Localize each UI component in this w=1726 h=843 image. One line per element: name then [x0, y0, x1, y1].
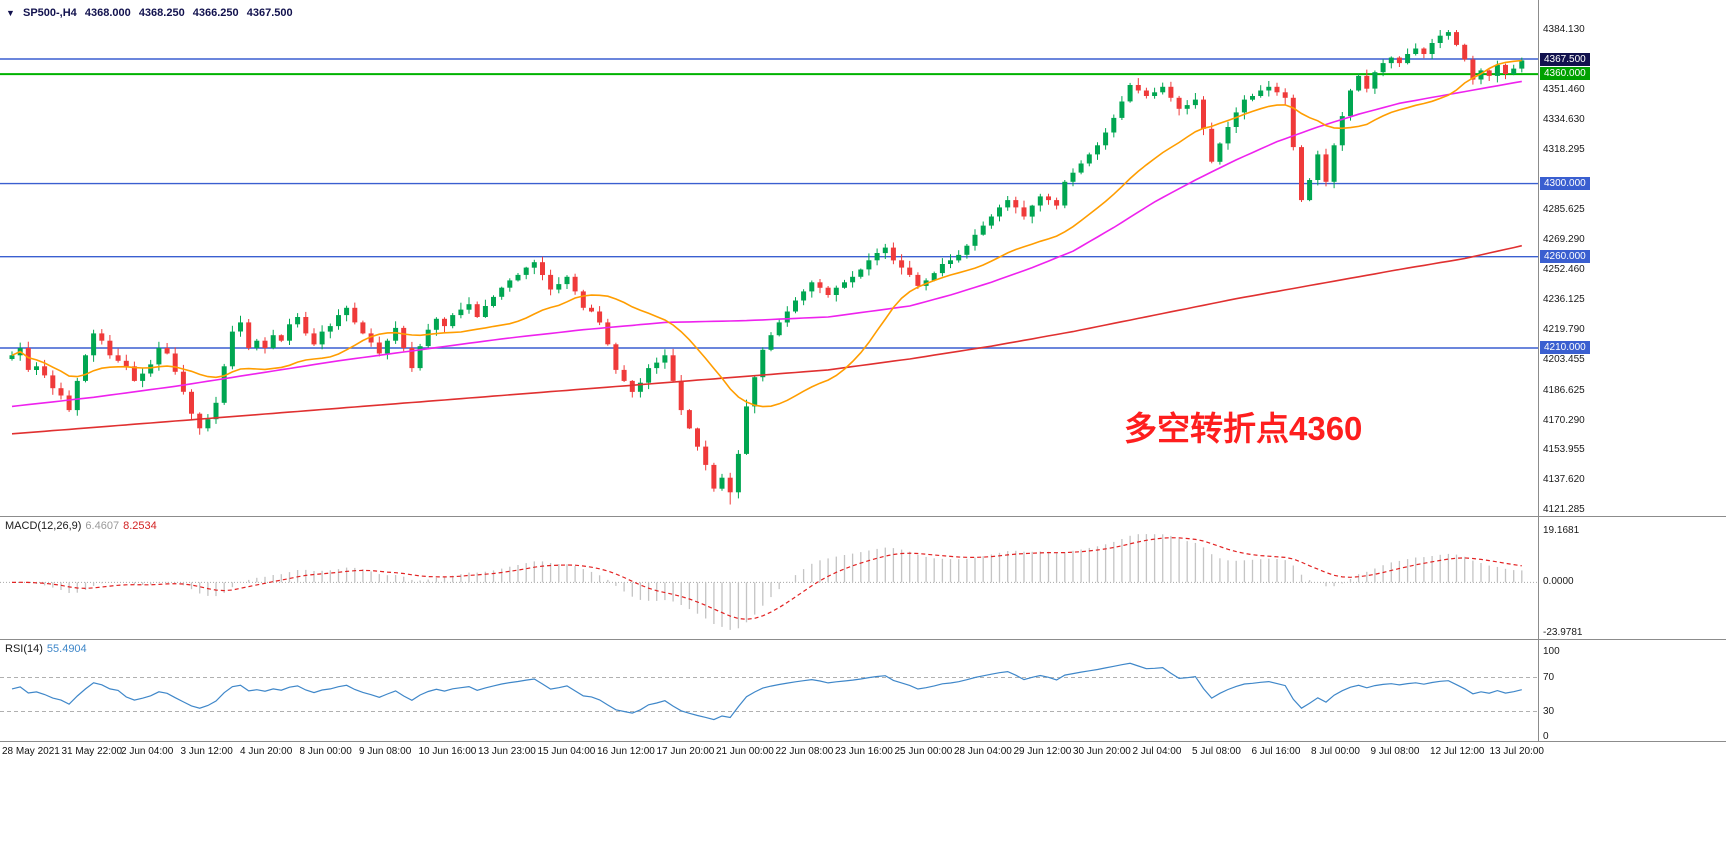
horizontal-level-lines[interactable] — [0, 58, 1538, 349]
time-axis-label: 2 Jul 04:00 — [1132, 746, 1182, 757]
candlestick-chart[interactable] — [0, 0, 1726, 516]
price-tick-label: 4219.790 — [1543, 324, 1585, 336]
macd-zero-label: 0.0000 — [1543, 576, 1574, 588]
price-tick-label: 4285.625 — [1543, 203, 1585, 215]
ma-medium-line — [11, 80, 1522, 408]
time-axis-label: 31 May 22:00 — [61, 746, 123, 757]
time-axis-label: 22 Jun 08:00 — [775, 746, 834, 757]
price-tick-label: 4203.455 — [1543, 353, 1585, 365]
time-axis-label: 15 Jun 04:00 — [537, 746, 596, 757]
ma-fast-line — [11, 59, 1522, 408]
price-tick-label: 4334.630 — [1543, 114, 1585, 126]
level-price-badge: 4210.000 — [1540, 340, 1590, 354]
time-axis-label: 13 Jul 20:00 — [1489, 746, 1545, 757]
candles-group[interactable] — [9, 30, 1525, 505]
level-price-badge: 4300.000 — [1540, 176, 1590, 190]
level-price-badge: 4260.000 — [1540, 249, 1590, 263]
price-tick-label: 4121.285 — [1543, 504, 1585, 515]
ohlc-low: 4366.250 — [192, 7, 239, 19]
price-tick-label: 4252.460 — [1543, 264, 1585, 276]
price-tick-label: 4351.460 — [1543, 83, 1585, 95]
price-tick-label: 4384.130 — [1543, 23, 1585, 35]
time-axis-label: 16 Jun 12:00 — [597, 746, 655, 757]
macd-panel[interactable]: MACD(12,26,9) 6.4607 8.2534 19.1681 0.0000 -… — [0, 517, 1726, 640]
time-axis-label: 8 Jul 00:00 — [1311, 746, 1360, 757]
ma-slow-line — [11, 244, 1522, 435]
macd-min-label: -23.9781 — [1543, 627, 1583, 638]
price-tick-label: 4170.290 — [1543, 414, 1585, 426]
rsi-tick-label: 70 — [1543, 671, 1555, 683]
time-axis-label: 12 Jul 12:00 — [1430, 746, 1485, 757]
macd-signal-value: 8.2534 — [123, 520, 157, 532]
ohlc-open: 4368.000 — [84, 7, 131, 19]
time-axis-label: 23 Jun 16:00 — [835, 746, 893, 757]
time-axis-label: 8 Jun 00:00 — [299, 746, 352, 757]
current-price-badge: 4367.500 — [1540, 53, 1590, 67]
symbol-info: ▼ SP500-,H4 4368.000 4368.250 4366.250 4… — [6, 7, 298, 19]
macd-max-label: 19.1681 — [1543, 525, 1580, 536]
rsi-tick-label: 0 — [1543, 731, 1549, 742]
time-axis-label: 4 Jun 20:00 — [240, 746, 293, 757]
time-axis-label: 10 Jun 16:00 — [418, 746, 477, 757]
price-tick-label: 4318.295 — [1543, 144, 1585, 156]
rsi-line — [11, 662, 1522, 721]
price-tick-label: 4269.290 — [1543, 233, 1585, 245]
time-axis-label: 9 Jul 08:00 — [1370, 746, 1420, 757]
level-price-badge: 4360.000 — [1540, 67, 1590, 81]
price-tick-label: 4186.625 — [1543, 384, 1585, 396]
collapse-triangle-icon[interactable]: ▼ — [6, 8, 15, 18]
time-axis-label: 29 Jun 12:00 — [1013, 746, 1072, 757]
price-panel[interactable]: ▼ SP500-,H4 4368.000 4368.250 4366.250 4… — [0, 0, 1726, 517]
rsi-tick-label: 100 — [1543, 646, 1560, 657]
rsi-tick-label: 30 — [1543, 705, 1555, 717]
price-tick-label: 4153.955 — [1543, 444, 1585, 456]
chart-annotation-text: 多空转折点4360 — [1124, 410, 1363, 447]
time-axis-label: 21 Jun 00:00 — [716, 746, 774, 757]
time-axis-label: 6 Jul 16:00 — [1251, 746, 1301, 757]
time-axis-label: 5 Jul 08:00 — [1192, 746, 1241, 757]
time-axis-label: 25 Jun 00:00 — [894, 746, 953, 757]
macd-axis: 19.1681 0.0000 -23.9781 — [1538, 517, 1726, 639]
time-axis-label: 30 Jun 20:00 — [1073, 746, 1131, 757]
time-axis-label: 28 Jun 04:00 — [954, 746, 1012, 757]
price-tick-label: 4236.125 — [1543, 294, 1585, 306]
time-axis[interactable]: 28 May 2021 31 May 22:00 2 Jun 04:00 3 Jun … — [0, 742, 1726, 764]
macd-main-value: 6.4607 — [85, 520, 120, 532]
symbol-name: SP500-,H4 — [22, 7, 77, 19]
time-axis-label: 9 Jun 08:00 — [359, 746, 412, 757]
macd-name: MACD(12,26,9) — [5, 520, 82, 532]
time-axis-label: 3 Jun 12:00 — [180, 746, 233, 757]
rsi-panel[interactable]: RSI(14) 55.4904 100 70 30 0 — [0, 640, 1726, 742]
time-axis-label: 17 Jun 20:00 — [656, 746, 715, 757]
macd-signal-line — [11, 537, 1522, 620]
ohlc-high: 4368.250 — [138, 7, 185, 19]
price-tick-label: 4137.620 — [1543, 474, 1585, 486]
macd-label: MACD(12,26,9) 6.4607 8.2534 — [5, 520, 157, 532]
rsi-chart[interactable] — [0, 640, 1726, 741]
time-axis-label: 28 May 2021 — [2, 746, 60, 757]
rsi-label: RSI(14) 55.4904 — [5, 643, 87, 655]
rsi-value: 55.4904 — [46, 643, 87, 655]
price-axis: 4384.130 4351.460 4334.630 4318.295 4285.625… — [1538, 0, 1726, 516]
macd-histogram — [19, 534, 1523, 630]
macd-chart[interactable] — [0, 517, 1726, 639]
rsi-name: RSI(14) — [5, 643, 43, 655]
time-axis-label: 13 Jun 23:00 — [478, 746, 536, 757]
time-axis-label: 2 Jun 04:00 — [121, 746, 174, 757]
ohlc-close: 4367.500 — [246, 7, 293, 19]
rsi-axis: 100 70 30 0 — [1538, 640, 1726, 742]
axis-separator — [1538, 0, 1539, 742]
